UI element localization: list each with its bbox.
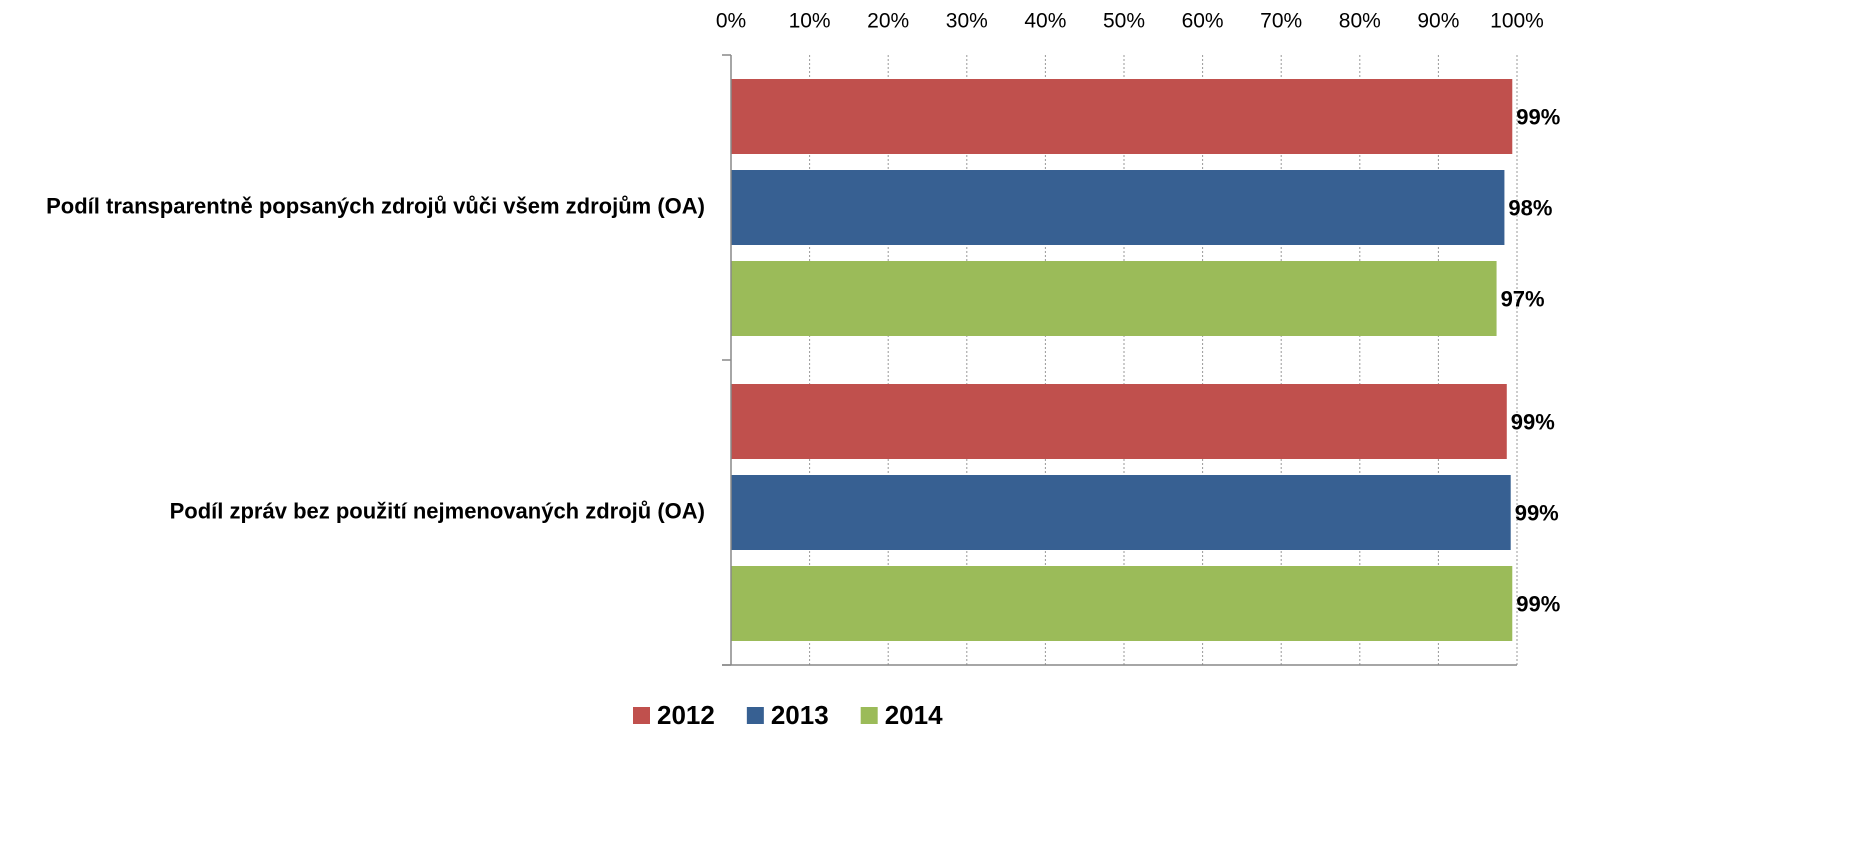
x-tick-label: 80% [1339, 10, 1381, 33]
data-label: 99% [1515, 500, 1559, 525]
data-label: 97% [1501, 286, 1545, 311]
legend-label: 2012 [657, 700, 715, 730]
x-tick-label: 60% [1182, 10, 1224, 33]
data-label: 99% [1516, 104, 1560, 129]
bar [731, 384, 1507, 459]
legend-swatch [633, 707, 650, 724]
x-tick-label: 70% [1260, 10, 1302, 33]
data-label: 99% [1511, 409, 1555, 434]
legend-swatch [746, 707, 764, 724]
bar [731, 170, 1505, 245]
data-label: 98% [1508, 195, 1552, 220]
category-label: Podíl transparentně popsaných zdrojů vůč… [46, 193, 705, 218]
x-tick-label: 20% [867, 10, 909, 33]
data-label: 99% [1516, 591, 1560, 616]
legend-label: 2014 [885, 700, 943, 730]
x-tick-label: 100% [1490, 10, 1544, 33]
bar [731, 261, 1497, 336]
x-tick-label: 40% [1024, 10, 1066, 33]
bar [731, 475, 1511, 550]
x-tick-label: 10% [789, 10, 831, 33]
category-label: Podíl zpráv bez použití nejmenovaných zd… [170, 498, 705, 523]
x-tick-label: 30% [946, 10, 988, 33]
legend-label: 2013 [771, 700, 829, 730]
x-tick-label: 90% [1417, 10, 1459, 33]
x-tick-label: 0% [716, 10, 746, 33]
bar [731, 79, 1513, 154]
bar [731, 566, 1513, 641]
x-tick-label: 50% [1103, 10, 1145, 33]
legend-swatch [860, 707, 878, 724]
